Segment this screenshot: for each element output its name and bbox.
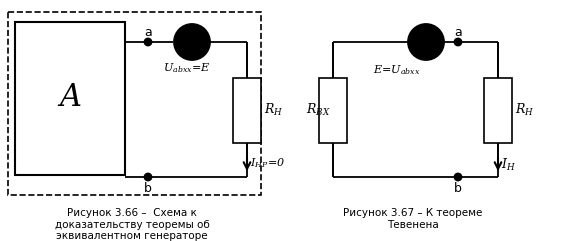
Text: I$_{\mathregular{НР}}$=0: I$_{\mathregular{НР}}$=0 xyxy=(250,156,285,170)
Circle shape xyxy=(144,174,151,181)
Text: Рисунок 3.67 – К теореме
Тевенена: Рисунок 3.67 – К теореме Тевенена xyxy=(343,208,483,230)
Text: R$_{\mathregular{Н}}$: R$_{\mathregular{Н}}$ xyxy=(264,102,284,118)
Text: U$_{\mathregular{abxx}}$=E: U$_{\mathregular{abxx}}$=E xyxy=(163,61,211,75)
Text: b: b xyxy=(144,182,152,195)
Text: a: a xyxy=(454,26,462,39)
Text: A: A xyxy=(59,82,81,114)
Circle shape xyxy=(454,39,461,46)
Circle shape xyxy=(454,174,461,181)
Text: a: a xyxy=(144,26,152,39)
Bar xyxy=(484,78,512,143)
Circle shape xyxy=(408,24,444,60)
Text: R$_{\mathregular{ВХ}}$: R$_{\mathregular{ВХ}}$ xyxy=(306,102,330,118)
Text: E=U$_{\mathregular{abxx}}$: E=U$_{\mathregular{abxx}}$ xyxy=(373,63,420,77)
Bar xyxy=(319,78,347,143)
Text: I$_{\mathregular{Н}}$: I$_{\mathregular{Н}}$ xyxy=(501,157,516,173)
Circle shape xyxy=(174,24,210,60)
Text: Рисунок 3.66 –  Схема к
доказательству теоремы об
эквивалентном генераторе: Рисунок 3.66 – Схема к доказательству те… xyxy=(55,208,210,241)
Bar xyxy=(233,78,261,143)
Text: b: b xyxy=(454,182,462,195)
Bar xyxy=(8,12,261,195)
Circle shape xyxy=(144,39,151,46)
Text: R$_{\mathregular{Н}}$: R$_{\mathregular{Н}}$ xyxy=(515,102,535,118)
Bar xyxy=(15,22,125,175)
